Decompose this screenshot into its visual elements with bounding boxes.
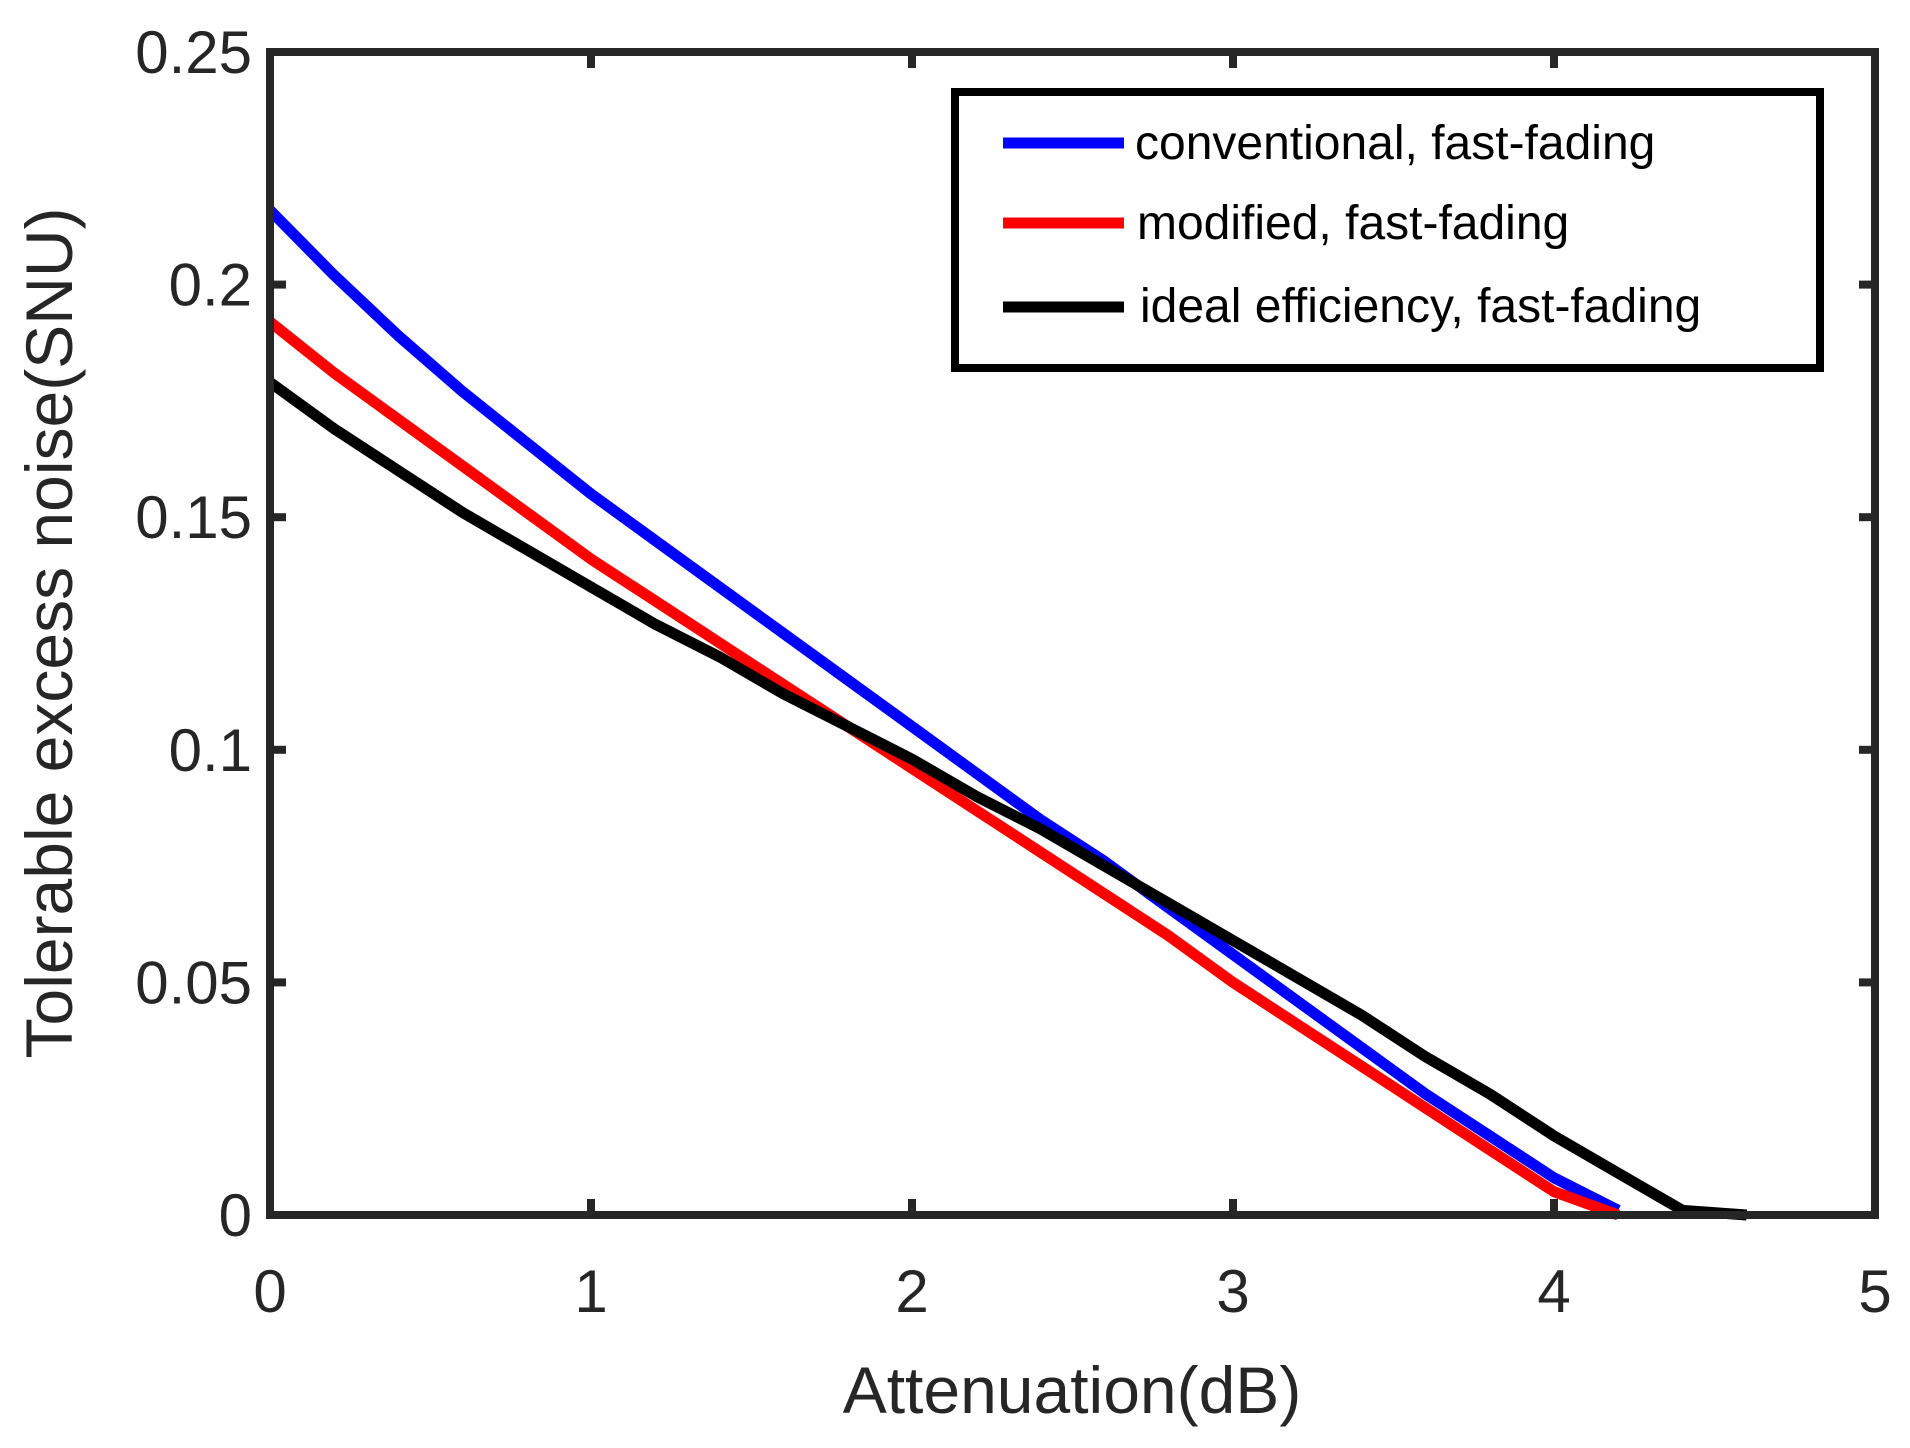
y-axis-label: Tolerable excess noise(SNU)	[12, 207, 86, 1058]
plot-frame	[266, 48, 1879, 1219]
legend-label-conventional: conventional, fast-fading	[1135, 117, 1655, 170]
series-line-ideal	[266, 377, 1748, 1221]
x-tick-label: 2	[895, 1258, 928, 1325]
series-line-modified	[266, 317, 1621, 1221]
x-axis-label: Attenuation(dB)	[843, 1353, 1302, 1427]
legend-box	[951, 88, 1824, 372]
legend: conventional, fast-fading modified, fast…	[951, 88, 1824, 372]
legend-label-modified: modified, fast-fading	[1137, 197, 1569, 250]
legend-label-ideal: ideal efficiency, fast-fading	[1140, 280, 1701, 333]
x-tick-label: 1	[574, 1258, 607, 1325]
series-line-conventional	[266, 206, 1621, 1216]
x-tick-label: 5	[1858, 1258, 1891, 1325]
y-tick-label: 0.05	[135, 949, 252, 1016]
y-tick-label: 0.25	[135, 19, 252, 86]
y-tick-label: 0.1	[169, 717, 252, 784]
x-tick-labels: 0 1 2 3 4 5	[253, 1258, 1891, 1325]
y-tick-labels: 0 0.05 0.1 0.15 0.2 0.25	[135, 19, 252, 1249]
series-lines	[266, 206, 1748, 1221]
y-tick-label: 0	[219, 1182, 252, 1249]
y-tick-label: 0.15	[135, 484, 252, 551]
x-tick-label: 4	[1537, 1258, 1570, 1325]
x-tick-label: 0	[253, 1258, 286, 1325]
x-tick-label: 3	[1216, 1258, 1249, 1325]
y-tick-label: 0.2	[169, 252, 252, 319]
